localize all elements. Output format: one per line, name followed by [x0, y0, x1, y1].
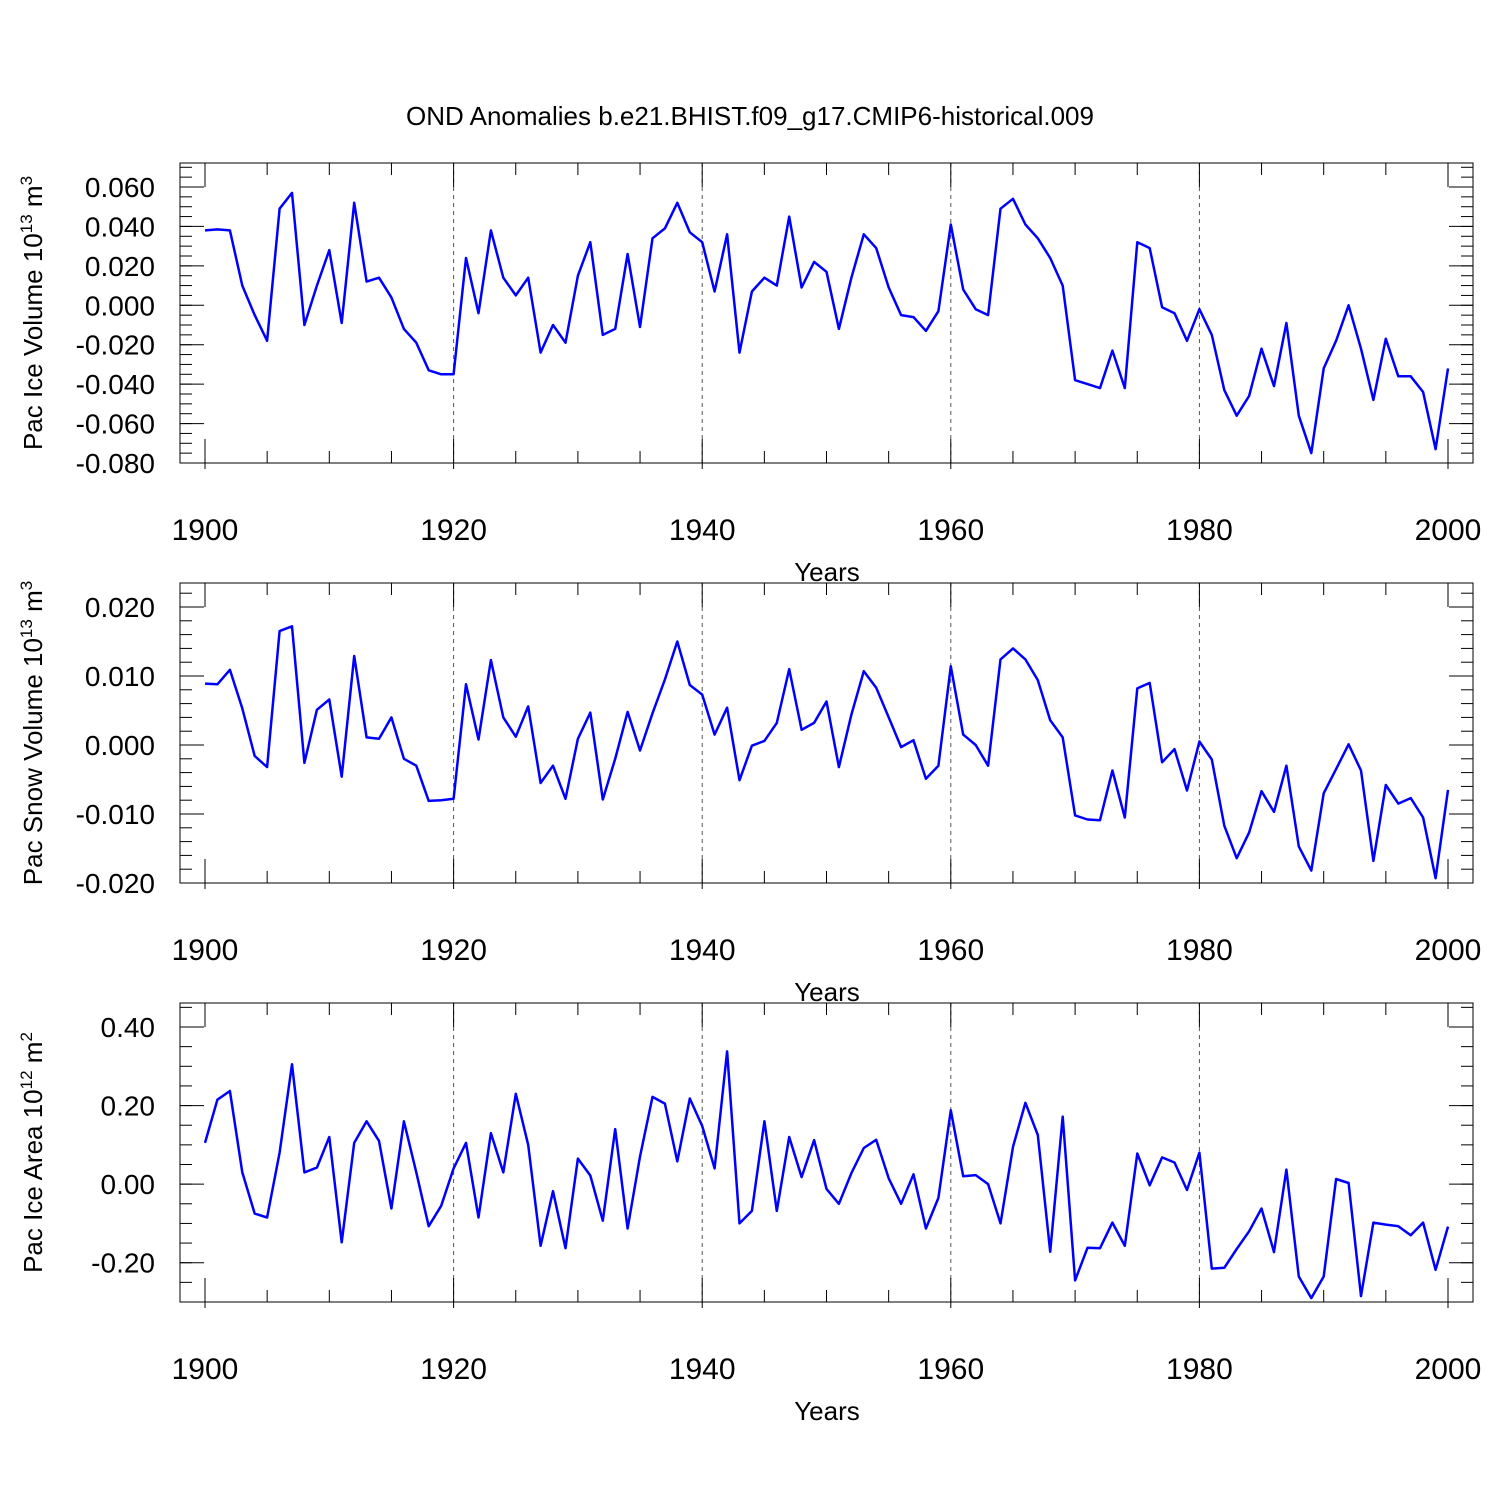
- x-tick-label: 1940: [669, 934, 736, 967]
- y-axis-label: Pac Ice Area 1012 m2: [17, 1032, 48, 1273]
- x-tick-label: 1980: [1166, 934, 1233, 967]
- x-tick-label: 1980: [1166, 1353, 1233, 1386]
- y-tick-label: 0.020: [85, 251, 155, 282]
- y-axis-label-text: Pac Ice Area 10: [18, 1089, 48, 1273]
- series-line-ice-volume: [204, 191, 1450, 455]
- y-tick-label: 0.020: [85, 592, 155, 623]
- y-tick-label: 0.000: [85, 290, 155, 321]
- y-tick-label: -0.010: [76, 799, 155, 830]
- x-tick-label: 1920: [420, 1353, 487, 1386]
- y-tick-label: -0.20: [91, 1248, 155, 1279]
- y-axis-label-unit-exponent: 3: [17, 176, 36, 185]
- y-tick-label: 0.010: [85, 661, 155, 692]
- y-tick-label: 0.060: [85, 172, 155, 203]
- y-tick-label: 0.040: [85, 211, 155, 242]
- series-line-ice-area: [203, 1050, 1450, 1300]
- panel-snow-volume: -0.020 -0.010 0.000 0.010 0.020 1900 1920 1940 1…: [17, 581, 1481, 1007]
- x-tick-label: 1960: [917, 1353, 984, 1386]
- x-axis-label: Years: [794, 1396, 860, 1426]
- plot-frame: [179, 162, 1474, 464]
- y-axis-label-exponent: 12: [17, 1070, 36, 1089]
- x-tick-label: 1900: [172, 934, 239, 967]
- x-tick-label: 1980: [1166, 514, 1233, 547]
- x-tick-label: 1920: [420, 514, 487, 547]
- y-tick-label: 0.00: [101, 1169, 156, 1200]
- y-axis-label-text: Pac Ice Volume 10: [18, 233, 48, 450]
- x-tick-label: 1960: [917, 514, 984, 547]
- plot-frame: [179, 1002, 1474, 1303]
- figure-title: OND Anomalies b.e21.BHIST.f09_g17.CMIP6-…: [406, 101, 1094, 131]
- y-tick-label: -0.020: [76, 868, 155, 899]
- y-axis-label-exponent: 13: [17, 619, 36, 638]
- plot-frame: [179, 582, 1474, 884]
- y-axis-label-unit: m: [18, 185, 48, 214]
- y-axis-label-unit: m: [18, 1042, 48, 1071]
- y-tick-label: -0.060: [76, 409, 155, 440]
- y-axis-label: Pac Ice Volume 1013 m3: [17, 176, 48, 450]
- y-axis-label-exponent: 13: [17, 214, 36, 233]
- y-tick-label: 0.000: [85, 730, 155, 761]
- x-tick-label: 1900: [172, 1353, 239, 1386]
- y-tick-label: 0.40: [101, 1012, 156, 1043]
- y-axis-label-text: Pac Snow Volume 10: [18, 638, 48, 885]
- x-tick-label: 1900: [172, 514, 239, 547]
- x-tick-label: 1960: [917, 934, 984, 967]
- x-tick-label: 2000: [1415, 934, 1482, 967]
- y-axis-label: Pac Snow Volume 1013 m3: [17, 581, 48, 885]
- series-line-snow-volume: [204, 625, 1450, 880]
- panel-ice-volume: -0.080 -0.060 -0.040 -0.020 0.000 0.020 0.040 0…: [17, 162, 1482, 587]
- y-axis-label-unit-exponent: 3: [17, 581, 36, 590]
- y-tick-label: 0.20: [101, 1091, 156, 1122]
- y-tick-label: -0.080: [76, 448, 155, 479]
- x-tick-label: 1940: [669, 514, 736, 547]
- x-tick-label: 2000: [1415, 514, 1482, 547]
- x-axis-label: Years: [794, 557, 860, 587]
- y-axis-label-unit: m: [18, 590, 48, 619]
- y-tick-label: -0.020: [76, 330, 155, 361]
- y-tick-label: -0.040: [76, 369, 155, 400]
- panel-ice-area: -0.20 0.00 0.20 0.40 1900 1920 1940 1960 1980 200…: [17, 1002, 1482, 1426]
- x-tick-label: 1940: [669, 1353, 736, 1386]
- y-axis-label-unit-exponent: 2: [17, 1032, 36, 1041]
- x-tick-label: 2000: [1415, 1353, 1482, 1386]
- x-tick-label: 1920: [420, 934, 487, 967]
- x-axis-label: Years: [794, 977, 860, 1007]
